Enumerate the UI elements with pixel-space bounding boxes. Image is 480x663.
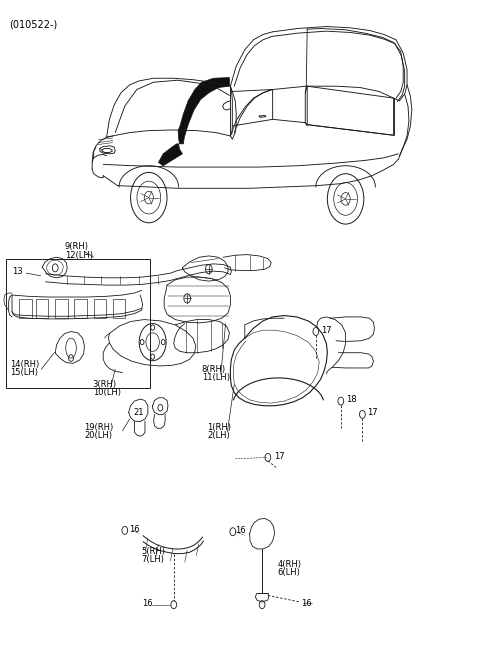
Text: 21: 21 [133,408,144,417]
Text: 16: 16 [129,524,139,534]
Text: 18: 18 [346,394,356,404]
Text: 11(LH): 11(LH) [202,373,229,383]
Text: 13: 13 [12,267,23,276]
Text: 7(LH): 7(LH) [142,555,165,564]
Bar [55,299,68,318]
Text: 3(RH): 3(RH) [93,380,117,389]
Text: 16: 16 [142,599,152,608]
Text: 16: 16 [301,599,312,608]
Text: 4(RH): 4(RH) [277,560,301,570]
Text: 5(RH): 5(RH) [142,547,166,556]
Text: 17: 17 [274,452,284,461]
Bar [6,259,150,388]
Bar [36,299,48,318]
Bar [113,299,125,318]
Text: (010522-): (010522-) [9,19,57,29]
Text: 20(LH): 20(LH) [84,431,112,440]
Text: 19(RH): 19(RH) [84,423,113,432]
Text: 12(LH): 12(LH) [65,251,93,260]
Text: 17: 17 [367,408,378,417]
Text: 17: 17 [321,326,331,335]
Text: 16: 16 [235,526,246,535]
Text: 1(RH): 1(RH) [207,423,231,432]
Polygon shape [158,144,182,166]
Polygon shape [178,78,229,144]
Bar [19,299,32,318]
Text: 15(LH): 15(LH) [11,368,38,377]
Text: 8(RH): 8(RH) [202,365,226,375]
Text: 10(LH): 10(LH) [93,388,120,397]
Text: 9(RH): 9(RH) [65,242,89,251]
Bar [74,299,87,318]
Text: 14(RH): 14(RH) [11,360,40,369]
Text: 6(LH): 6(LH) [277,568,300,577]
Text: 2(LH): 2(LH) [207,431,230,440]
Bar [94,299,106,318]
